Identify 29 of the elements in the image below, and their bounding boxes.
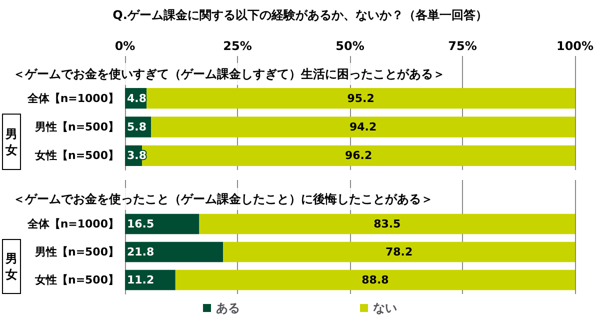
x-tick-label: 75% [448, 39, 477, 53]
x-tick-label: 25% [223, 39, 252, 53]
data-label: 78.2 [385, 246, 413, 258]
x-tick-label: 50% [336, 39, 364, 53]
text: 男女 [4, 126, 18, 157]
chart-subtitle: ＜ゲームでお金を使ったこと（ゲーム課金したこと）に後悔したことがある＞ [13, 192, 433, 206]
y-tick-label: 全体【n=1000】 [26, 218, 119, 230]
data-label: 95.2 [347, 92, 374, 105]
chart-subtitle: ＜ゲームでお金を使いすぎて（ゲーム課金しすぎて）生活に困ったことがある＞ [13, 67, 445, 81]
data-label: 96.2 [344, 149, 372, 162]
y-tick-label: 男性【n=500】 [34, 120, 119, 134]
data-label: 11.2 [127, 274, 154, 286]
data-label: 4.8 [127, 92, 146, 105]
data-label: 83.5 [374, 218, 401, 230]
text: 男女 [4, 252, 18, 282]
y-tick-label: 女性【n=500】 [34, 149, 119, 162]
data-label: 94.2 [349, 120, 377, 134]
legend-label: ある [216, 301, 240, 315]
x-tick-label: 100% [556, 39, 594, 53]
data-label: 21.8 [127, 246, 154, 258]
y-tick-label: 女性【n=500】 [34, 274, 119, 286]
data-label: 88.8 [362, 274, 389, 286]
y-tick-label: 男性【n=500】 [34, 246, 119, 258]
x-tick-label: 0% [114, 39, 136, 53]
data-label: 16.5 [127, 218, 154, 230]
legend-label: ない [373, 301, 397, 315]
chart-title: Q.ゲーム課金に関する以下の経験があるか、ないか？（各単一回答） [112, 8, 488, 22]
data-label: 5.8 [127, 120, 146, 134]
y-tick-label: 全体【n=1000】 [26, 92, 119, 105]
